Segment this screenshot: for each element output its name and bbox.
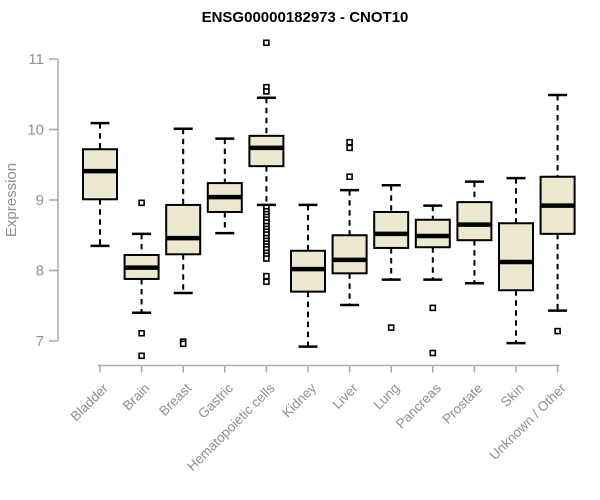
box-skin <box>498 176 534 345</box>
x-tick-label-pancreas: Pancreas <box>393 380 444 431</box>
outlier-point <box>263 88 270 95</box>
x-tick-label-unknown-other: Unknown / Other <box>486 380 569 463</box>
x-tick-label-skin: Skin <box>498 381 527 410</box>
x-tick-label-lung: Lung <box>370 381 402 413</box>
box-pancreas <box>414 204 451 357</box>
y-tick-label-7: 7 <box>36 333 44 350</box>
outlier-point <box>554 327 561 335</box>
box-hematopoietic-cells <box>248 39 285 286</box>
iqr-box <box>414 218 451 249</box>
box-breast <box>165 127 202 348</box>
y-tick-label-11: 11 <box>28 51 44 68</box>
iqr-box <box>331 234 368 275</box>
boxplot-series <box>82 39 576 360</box>
outlier-point <box>429 304 437 312</box>
iqr-box <box>456 201 493 242</box>
x-tick-label-breast: Breast <box>156 380 194 418</box>
outlier-point <box>346 173 353 181</box>
box-lung <box>373 183 410 331</box>
iqr-box <box>248 134 285 168</box>
box-brain <box>123 199 160 360</box>
outlier-point <box>263 278 270 286</box>
y-tick-label-9: 9 <box>36 192 44 209</box>
x-tick-label-brain: Brain <box>120 381 153 414</box>
box-liver <box>331 138 368 307</box>
outlier-point <box>138 352 145 360</box>
box-bladder <box>82 121 118 248</box>
outlier-point <box>263 39 270 47</box>
outlier-point <box>346 144 353 152</box>
outlier-point <box>138 329 145 337</box>
box-kidney <box>290 203 326 348</box>
outlier-point <box>138 199 145 207</box>
chart-title: ENSG00000182973 - CNOT10 <box>202 9 409 26</box>
outlier-point <box>263 255 270 262</box>
x-tick-label-prostate: Prostate <box>439 381 485 427</box>
iqr-box <box>498 222 534 292</box>
y-tick-label-8: 8 <box>36 263 44 280</box>
x-tick-label-gastric: Gastric <box>195 380 236 421</box>
outlier-point <box>263 272 270 280</box>
x-tick-label-kidney: Kidney <box>279 380 319 420</box>
outlier-point <box>179 340 187 348</box>
iqr-box <box>82 148 118 201</box>
iqr-box <box>165 203 202 256</box>
box-gastric <box>206 137 243 235</box>
iqr-box <box>373 210 410 249</box>
outlier-point <box>429 349 437 357</box>
y-tick-label-10: 10 <box>27 122 44 139</box>
outlier-point <box>387 324 395 331</box>
x-tick-label-bladder: Bladder <box>68 380 112 424</box>
x-tick-label-liver: Liver <box>329 380 361 412</box>
outlier-point <box>346 138 353 146</box>
y-axis-label: Expression <box>3 163 20 237</box>
box-unknown-other <box>539 93 576 335</box>
box-prostate <box>456 180 493 285</box>
